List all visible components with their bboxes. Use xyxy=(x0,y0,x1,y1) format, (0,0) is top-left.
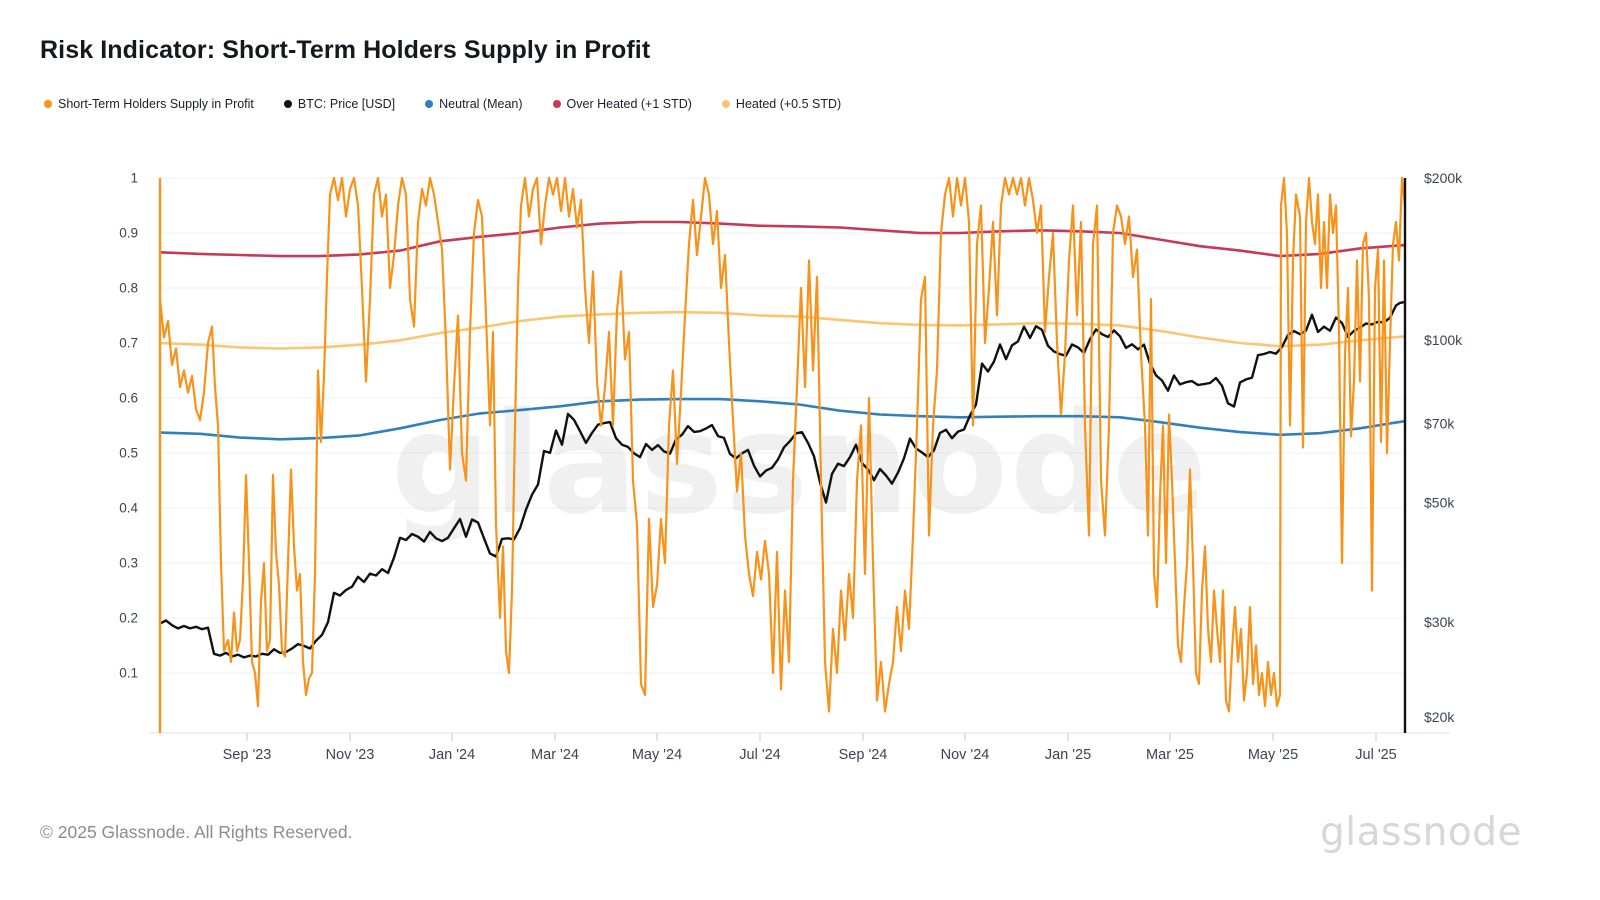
right-axis-label: $200k xyxy=(1424,170,1463,186)
x-axis-label: Nov '23 xyxy=(326,747,375,763)
legend-dot-icon xyxy=(283,100,292,108)
left-axis-label: 1 xyxy=(130,171,138,186)
x-axis-label: May '24 xyxy=(632,747,682,763)
x-axis-label: Sep '24 xyxy=(839,747,888,763)
x-axis-label: Nov '24 xyxy=(941,747,990,763)
left-axis-label: 0.1 xyxy=(119,666,138,681)
left-axis-label: 0.7 xyxy=(119,336,138,351)
left-axis-label: 0.2 xyxy=(119,611,138,626)
legend-item-label: Short-Term Holders Supply in Profit xyxy=(58,97,254,111)
legend-item-label: Over Heated (+1 STD) xyxy=(566,97,692,111)
legend-item-1[interactable]: BTC: Price [USD] xyxy=(283,97,396,111)
legend-item-label: BTC: Price [USD] xyxy=(297,97,396,111)
series-btc-price-usd xyxy=(158,300,1407,659)
right-axis-label: $70k xyxy=(1424,416,1455,432)
right-axis-label: $20k xyxy=(1424,709,1455,725)
x-axis-label: Jan '25 xyxy=(1045,747,1091,763)
x-axis-label: Mar '25 xyxy=(1146,747,1194,763)
legend-item-3[interactable]: Over Heated (+1 STD) xyxy=(552,97,692,111)
legend-item-0[interactable]: Short-Term Holders Supply in Profit xyxy=(44,97,254,111)
left-axis-label: 0.4 xyxy=(119,501,138,516)
left-axis-label: 0.6 xyxy=(119,391,138,406)
legend: Short-Term Holders Supply in Profit BTC: … xyxy=(44,97,841,111)
x-axis-label: Jul '25 xyxy=(1355,747,1396,763)
right-axis-label: $50k xyxy=(1424,495,1455,511)
x-axis-label: May '25 xyxy=(1248,747,1298,763)
right-axis-label: $30k xyxy=(1424,614,1455,630)
legend-dot-icon xyxy=(425,100,434,108)
left-axis-label: 0.5 xyxy=(119,446,138,461)
page-title: Risk Indicator: Short-Term Holders Suppl… xyxy=(40,36,651,64)
legend-dot-icon xyxy=(721,100,730,108)
series-short-term-holders-supply-in-profit xyxy=(158,176,1407,713)
x-axis-label: Jan '24 xyxy=(429,747,475,763)
x-axis-label: Mar '24 xyxy=(531,747,579,763)
series-heated-0-5-std xyxy=(158,310,1407,350)
left-axis-label: 0.8 xyxy=(119,281,138,296)
legend-item-4[interactable]: Heated (+0.5 STD) xyxy=(721,97,842,111)
glassnode-logo: glassnode xyxy=(1320,810,1522,855)
left-axis-label: 0.9 xyxy=(119,226,138,241)
x-axis-label: Sep '23 xyxy=(223,747,272,763)
x-axis-label: Jul '24 xyxy=(739,747,780,763)
legend-dot-icon xyxy=(44,100,52,108)
right-axis-label: $100k xyxy=(1424,332,1463,348)
left-axis-label: 0.3 xyxy=(119,556,138,571)
series-neutral-mean xyxy=(158,397,1407,441)
legend-item-label: Neutral (Mean) xyxy=(439,97,523,111)
legend-item-2[interactable]: Neutral (Mean) xyxy=(425,97,523,111)
copyright-text: © 2025 Glassnode. All Rights Reserved. xyxy=(40,822,353,842)
legend-dot-icon xyxy=(552,100,561,108)
series-over-heated-1-std xyxy=(158,220,1407,258)
legend-item-label: Heated (+0.5 STD) xyxy=(735,97,842,111)
